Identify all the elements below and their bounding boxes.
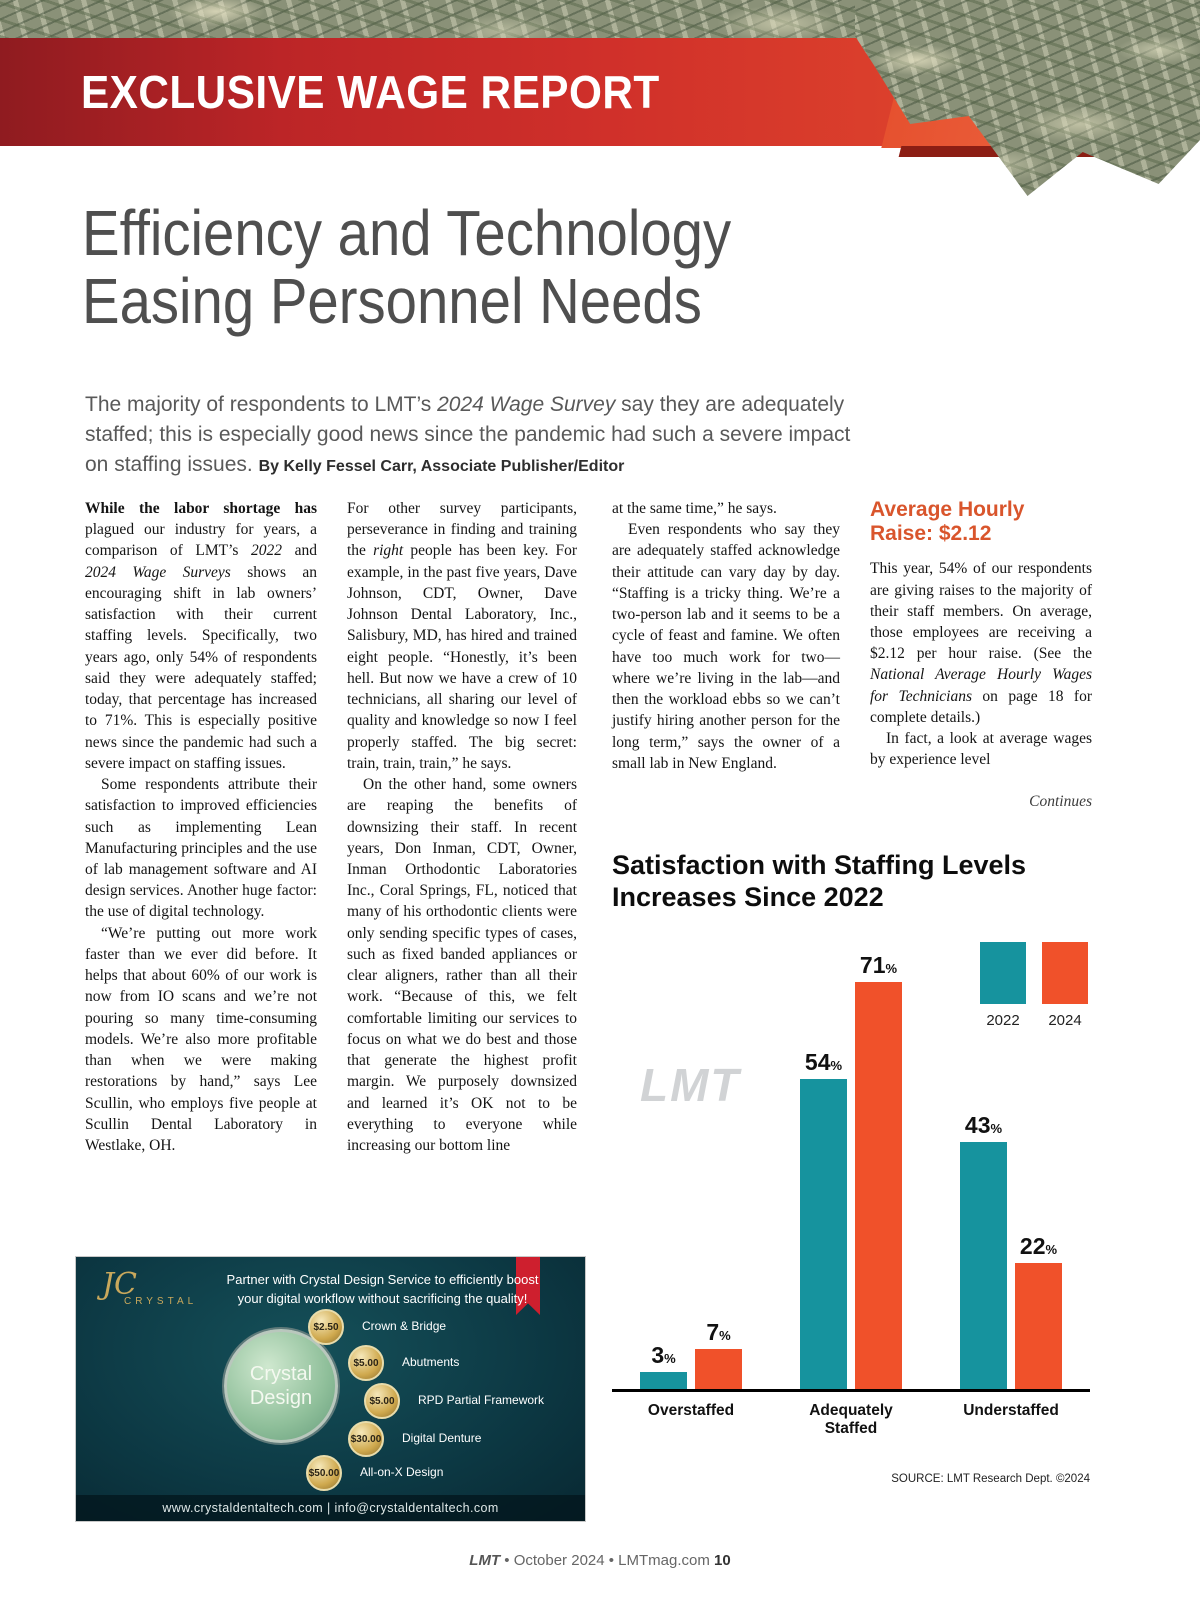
paragraph: “We’re putting out more work faster than… xyxy=(85,924,317,1155)
circle-label-line-1: Crystal xyxy=(249,1363,313,1385)
bar-wrap: 22% xyxy=(1015,1233,1062,1389)
article-headline: Efficiency and Technology Easing Personn… xyxy=(82,197,732,337)
chart-plot: 2022 2024 LMT 3% 7% 54% 71% 43% 22% Overstaff… xyxy=(612,940,1090,1439)
bar-value-label: 71% xyxy=(859,951,898,978)
page-footer: LMT • October 2024 • LMTmag.com 10 xyxy=(0,1552,1200,1569)
paragraph: In fact, a look at average wages by expe… xyxy=(870,730,1092,769)
category-label-overstaffed: Overstaffed xyxy=(647,1401,735,1419)
legend-swatch-2022 xyxy=(980,941,1026,1004)
chart-bars: 3% 7% 54% 71% 43% 22% xyxy=(612,940,1090,1392)
chart-title-line-2: Increases Since 2022 xyxy=(612,881,884,912)
paragraph: For other survey participants, persevera… xyxy=(347,500,577,772)
footer-middle: • October 2024 • LMTmag.com xyxy=(500,1552,715,1569)
legend-swatch-2024 xyxy=(1042,941,1088,1004)
article-deck: The majority of respondents to LMT’s 202… xyxy=(85,390,875,479)
bar-value-label: 7% xyxy=(706,1318,731,1345)
bar-wrap: 3% xyxy=(640,1342,687,1389)
bar-value-label: 43% xyxy=(964,1111,1003,1138)
lmt-watermark: LMT xyxy=(640,1058,741,1111)
bar-value-label: 3% xyxy=(651,1341,676,1368)
crystal-logo-script: JC xyxy=(102,1267,137,1302)
price-bubble-digital-denture: $30.00 xyxy=(348,1421,384,1457)
paragraph: This year, 54% of our respondents are gi… xyxy=(870,560,1092,726)
bar-wrap: 43% xyxy=(960,1112,1007,1389)
legend-item-2024: 2024 xyxy=(1042,941,1088,1029)
chart-title: Satisfaction with Staffing Levels Increa… xyxy=(612,850,1090,914)
price-bubble-abutments: $5.00 xyxy=(348,1345,384,1381)
bar-value-label: 22% xyxy=(1019,1232,1058,1259)
bar-wrap: 54% xyxy=(800,1049,847,1389)
sidebar-heading-line-2: Raise: $2.12 xyxy=(870,522,992,546)
banner-title: EXCLUSIVE WAGE REPORT xyxy=(80,66,660,118)
footer-page-number: 10 xyxy=(714,1552,731,1569)
money-photo-corner xyxy=(855,0,1200,196)
price-bubble-crown-bridge: $2.50 xyxy=(308,1309,344,1345)
byline: By Kelly Fessel Carr, Associate Publishe… xyxy=(258,457,625,475)
ad-url-bar: www.crystaldentaltech.com | info@crystal… xyxy=(76,1495,585,1521)
bar-value-label: 54% xyxy=(804,1048,843,1075)
crystal-design-ad: JC CRYSTAL Partner with Crystal Design S… xyxy=(75,1256,586,1522)
legend-item-2022: 2022 xyxy=(980,941,1026,1029)
headline-line-1: Efficiency and Technology xyxy=(82,197,732,269)
paragraph: at the same time,” he says. xyxy=(612,500,777,517)
sidebar-heading: Average Hourly Raise: $2.12 xyxy=(870,498,1092,546)
crystal-logo: JC CRYSTAL xyxy=(102,1267,197,1307)
price-bubble-rpd: $5.00 xyxy=(364,1383,400,1419)
ad-headline-line-2: your digital workflow without sacrificin… xyxy=(237,1290,528,1306)
bar-2024-overstaffed xyxy=(695,1348,742,1389)
bar-wrap: 71% xyxy=(855,952,902,1389)
service-label-abutments: Abutments xyxy=(402,1355,460,1369)
bar-pair-overstaffed: 3% 7% xyxy=(616,1319,766,1389)
chart-cats: Overstaffed Adequately Staffed Understaffe… xyxy=(612,1402,1090,1439)
body-column-3: at the same time,” he says. Even respond… xyxy=(612,498,840,774)
bar-2024-adequately-staffed xyxy=(855,981,902,1389)
chart-legend: 2022 2024 xyxy=(980,941,1088,1029)
legend-label-2022: 2022 xyxy=(986,1011,1020,1029)
body-column-1: While the labor shortage has plagued our… xyxy=(85,498,317,1156)
sidebar-heading-line-1: Average Hourly xyxy=(870,498,1025,521)
circle-label-line-2: Design xyxy=(249,1387,313,1409)
price-bubble-all-on-x: $50.00 xyxy=(306,1455,342,1491)
crystal-design-circle: Crystal Design xyxy=(224,1329,338,1443)
bar-pair-understaffed: 43% 22% xyxy=(936,1112,1086,1389)
service-label-crown-bridge: Crown & Bridge xyxy=(362,1319,447,1333)
category-label-adequately-staffed: Adequately Staffed xyxy=(809,1401,893,1438)
paragraph: While the labor shortage has plagued our… xyxy=(85,500,317,772)
legend-label-2024: 2024 xyxy=(1048,1011,1082,1029)
bar-2022-overstaffed xyxy=(640,1371,687,1389)
body-column-2: For other survey participants, persevera… xyxy=(347,498,577,1156)
bar-wrap: 7% xyxy=(695,1319,742,1389)
bar-2022-adequately-staffed xyxy=(800,1078,847,1389)
ad-headline-line-1: Partner with Crystal Design Service to e… xyxy=(226,1272,539,1287)
paragraph: Some respondents attribute their satisfa… xyxy=(85,776,317,921)
staffing-chart: Satisfaction with Staffing Levels Increa… xyxy=(612,850,1090,1485)
ad-headline: Partner with Crystal Design Service to e… xyxy=(216,1271,549,1309)
crystal-logo-name: CRYSTAL xyxy=(124,1296,198,1307)
headline-line-2: Easing Personnel Needs xyxy=(82,264,702,337)
paragraph: Even respondents who say they are adequa… xyxy=(612,521,840,772)
paragraph: On the other hand, some owners are reapi… xyxy=(347,776,577,1155)
service-label-all-on-x: All-on-X Design xyxy=(360,1465,444,1479)
wage-report-banner: EXCLUSIVE WAGE REPORT xyxy=(0,38,938,146)
bar-2022-understaffed xyxy=(960,1141,1007,1389)
bar-2024-understaffed xyxy=(1015,1262,1062,1389)
category-label-understaffed: Understaffed xyxy=(963,1401,1059,1419)
bar-pair-adequately-staffed: 54% 71% xyxy=(776,952,926,1389)
deck-text: The majority of respondents to LMT’s 202… xyxy=(85,393,851,476)
service-label-digital-denture: Digital Denture xyxy=(402,1431,482,1445)
footer-brand: LMT xyxy=(469,1552,501,1569)
service-label-rpd: RPD Partial Framework xyxy=(418,1393,545,1407)
continues-label: Continues xyxy=(1029,792,1092,810)
chart-source: SOURCE: LMT Research Dept. ©2024 xyxy=(891,1472,1090,1485)
sidebar-column: Average Hourly Raise: $2.12 This year, 5… xyxy=(870,498,1092,812)
chart-title-line-1: Satisfaction with Staffing Levels xyxy=(612,850,1027,880)
